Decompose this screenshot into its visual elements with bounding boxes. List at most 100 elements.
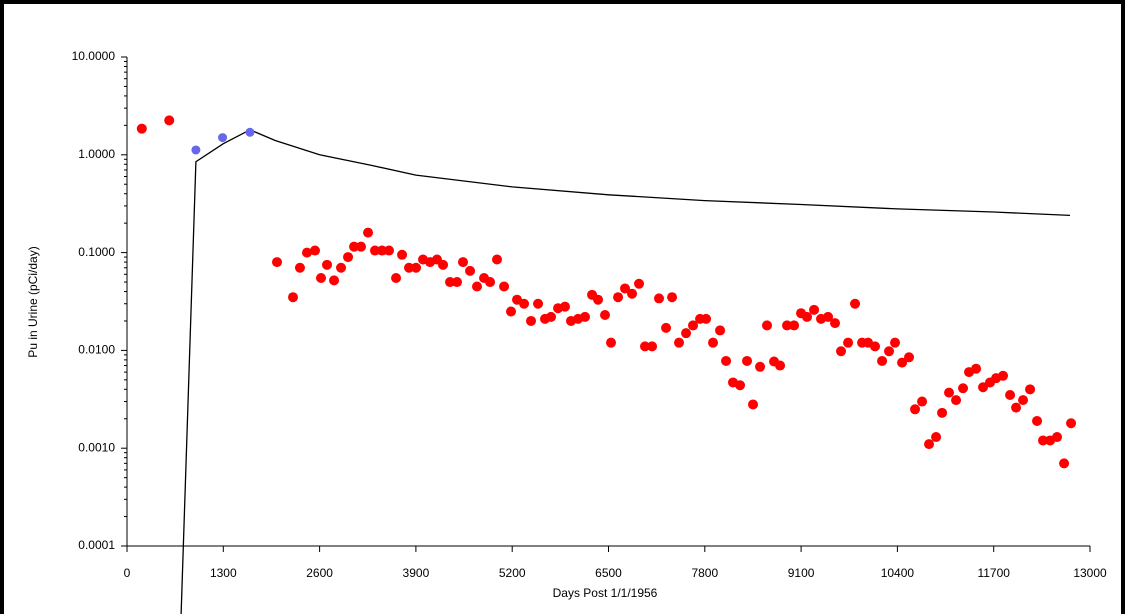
data-point [721,355,732,366]
y-tick-label: 1.0000 [78,147,115,161]
data-point [661,322,672,333]
data-point [715,325,726,336]
data-point [951,395,962,406]
data-point [627,288,638,299]
data-point [363,227,374,238]
data-point [397,249,408,260]
data-point [404,262,415,273]
data-point [370,245,381,256]
data-point [533,298,544,309]
data-point [674,337,685,348]
data-point [917,396,928,407]
data-point [191,145,201,155]
data-point [647,341,658,352]
x-tick-label: 3900 [403,566,430,580]
data-point [823,311,834,322]
x-tick-label: 2600 [306,566,333,580]
y-tick-label: 0.0100 [78,343,115,357]
data-point [802,311,813,322]
data-point [472,281,483,292]
data-point [1059,458,1070,469]
data-point [384,245,395,256]
data-point [377,245,388,256]
y-tick-label: 0.0001 [78,538,115,552]
x-tick-label: 1300 [210,566,237,580]
data-point [302,247,313,258]
data-point [391,272,402,283]
data-point [560,301,571,312]
x-tick-label: 9100 [788,566,815,580]
x-tick-label: 10400 [881,566,915,580]
y-axis-label: Pu in Urine (pCi/day) [26,246,40,357]
data-point [971,363,982,374]
x-axis-label: Days Post 1/1/1956 [553,586,658,600]
data-point [1005,389,1016,400]
data-point [809,304,820,315]
data-point [762,320,773,331]
data-point [499,281,510,292]
data-point [843,337,854,348]
data-point [336,262,347,273]
data-point [789,320,800,331]
data-point [356,241,367,252]
data-point [634,278,645,289]
data-point [782,320,793,331]
data-point [458,257,469,268]
data-point [613,292,624,303]
data-point [272,257,283,268]
data-point [310,245,321,256]
data-point [850,298,861,309]
data-point [526,315,537,326]
data-point [294,262,305,273]
data-point [620,283,631,294]
data-point [580,311,591,322]
data-point [322,259,333,270]
data-point [1066,418,1077,429]
data-point [343,252,354,263]
x-tick-label: 7800 [691,566,718,580]
data-point [600,310,611,321]
data-point [445,277,456,288]
data-point [606,337,617,348]
data-point [742,355,753,366]
data-point [546,311,557,322]
data-point [506,306,517,317]
data-point [492,254,503,265]
data-point [755,361,766,372]
x-tick-label: 5200 [499,566,526,580]
data-point [978,382,989,393]
data-point [1038,435,1049,446]
data-point [452,277,463,288]
data-point [1025,384,1036,395]
data-point [748,399,759,410]
data-point [349,241,360,252]
data-point [245,127,255,137]
y-tick-label: 0.1000 [78,245,115,259]
data-point [164,115,175,126]
data-point [654,293,665,304]
data-point [1018,395,1029,406]
data-point [438,259,449,270]
data-point [958,383,969,394]
data-point [944,387,955,398]
data-point [775,360,786,371]
y-tick-label: 10.0000 [72,49,116,63]
data-point [329,275,340,286]
data-point [411,262,422,273]
data-point [681,328,692,339]
data-point [884,346,895,357]
y-tick-label: 0.0010 [78,440,115,454]
data-point [218,133,228,143]
data-point [688,320,699,331]
data-point [937,407,948,418]
data-point [924,439,935,450]
data-point [288,292,299,303]
data-point [897,357,908,368]
data-point [640,341,651,352]
data-point [465,265,476,276]
data-point [998,370,1009,381]
data-point [1052,432,1063,443]
model-line [180,129,1071,614]
